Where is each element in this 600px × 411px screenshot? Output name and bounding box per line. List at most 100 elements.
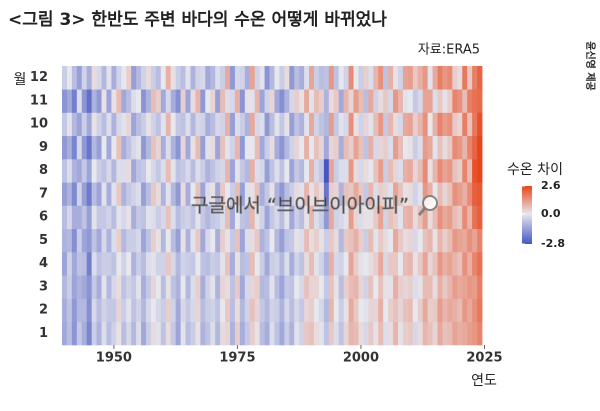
heat-cell bbox=[200, 298, 206, 323]
heat-cell bbox=[477, 275, 483, 299]
heat-cell bbox=[393, 112, 399, 137]
heat-cell bbox=[447, 66, 453, 90]
heat-cell bbox=[407, 252, 414, 276]
heat-cell bbox=[190, 205, 196, 230]
heat-cell bbox=[141, 205, 147, 230]
heat-cell bbox=[398, 112, 404, 137]
heat-cell bbox=[432, 275, 438, 299]
heat-cell bbox=[407, 298, 414, 323]
heat-cell bbox=[116, 159, 122, 183]
heat-cell bbox=[289, 298, 295, 323]
heat-cell bbox=[81, 252, 88, 276]
heat-cell bbox=[165, 112, 172, 137]
heat-cell bbox=[146, 159, 152, 183]
heat-cell bbox=[432, 228, 438, 253]
heat-cell bbox=[76, 228, 83, 253]
heat-cell bbox=[234, 205, 241, 230]
heat-cell bbox=[220, 228, 226, 253]
heat-cell bbox=[373, 321, 379, 346]
heat-cell bbox=[165, 182, 172, 206]
heat-cell bbox=[442, 252, 448, 276]
heat-cell bbox=[111, 112, 117, 137]
heat-cell bbox=[244, 66, 251, 90]
heat-cell bbox=[230, 298, 236, 323]
y-tick-label: 4 bbox=[39, 256, 48, 271]
heat-cell bbox=[333, 298, 340, 323]
heat-cell bbox=[239, 321, 246, 346]
heat-cell bbox=[279, 159, 285, 183]
heat-cell bbox=[180, 252, 186, 276]
heat-cell bbox=[417, 135, 424, 160]
heat-cell bbox=[190, 252, 196, 276]
heat-cell bbox=[200, 159, 206, 183]
heat-cell bbox=[111, 228, 117, 253]
heat-cell bbox=[111, 159, 117, 183]
heat-cell bbox=[328, 228, 335, 253]
heat-cell bbox=[447, 275, 453, 299]
x-tick-label: 1975 bbox=[219, 351, 255, 366]
heat-cell bbox=[249, 252, 256, 276]
heat-cell bbox=[62, 275, 68, 299]
heat-cell bbox=[96, 66, 102, 90]
heat-cell bbox=[294, 135, 300, 160]
heat-cell bbox=[343, 205, 349, 230]
heat-cell bbox=[121, 135, 127, 160]
heat-cell bbox=[190, 275, 196, 299]
y-tick-label: 5 bbox=[39, 233, 48, 248]
heat-cell bbox=[274, 321, 280, 346]
heat-cell bbox=[323, 182, 330, 206]
heat-cell bbox=[170, 252, 177, 276]
heat-cell bbox=[150, 159, 157, 183]
heat-cell bbox=[447, 252, 453, 276]
heat-cell bbox=[328, 205, 335, 230]
heat-cell bbox=[160, 66, 167, 90]
heat-cell bbox=[432, 252, 438, 276]
heat-cell bbox=[220, 252, 226, 276]
heat-cell bbox=[160, 135, 167, 160]
heat-cell bbox=[437, 275, 443, 299]
heat-cell bbox=[462, 205, 468, 230]
heat-cell bbox=[230, 112, 236, 137]
heat-cell bbox=[402, 321, 409, 346]
heat-cell bbox=[353, 298, 359, 323]
heat-cell bbox=[264, 321, 270, 346]
heat-cell bbox=[462, 182, 468, 206]
heat-cell bbox=[393, 298, 399, 323]
heat-cell bbox=[437, 135, 443, 160]
heat-cell bbox=[259, 89, 265, 113]
heat-cell bbox=[244, 298, 251, 323]
heat-cell bbox=[368, 159, 374, 183]
heat-cell bbox=[333, 112, 340, 137]
heat-cell bbox=[422, 252, 429, 276]
heat-cell bbox=[210, 89, 216, 113]
heat-cell bbox=[111, 135, 117, 160]
heat-cell bbox=[368, 252, 374, 276]
heat-cell bbox=[81, 159, 88, 183]
heat-cell bbox=[210, 228, 216, 253]
heat-cell bbox=[358, 182, 364, 206]
heat-cell bbox=[180, 205, 186, 230]
heat-cell bbox=[136, 182, 142, 206]
heat-cell bbox=[284, 252, 290, 276]
y-tick-label: 1 bbox=[39, 326, 48, 341]
heat-cell bbox=[225, 89, 231, 113]
y-tick-label: 3 bbox=[39, 279, 48, 294]
heat-cell bbox=[477, 182, 483, 206]
heat-cell bbox=[472, 66, 478, 90]
heat-cell bbox=[126, 66, 132, 90]
heat-cell bbox=[373, 135, 379, 160]
heat-cell bbox=[264, 135, 270, 160]
heat-cell bbox=[249, 205, 256, 230]
heat-cell bbox=[289, 205, 295, 230]
heat-cell bbox=[383, 298, 389, 323]
heat-cell bbox=[333, 205, 340, 230]
heat-cell bbox=[165, 298, 172, 323]
heat-cell bbox=[239, 159, 246, 183]
heat-cell bbox=[136, 66, 142, 90]
heat-cell bbox=[422, 275, 429, 299]
heat-cell bbox=[165, 66, 172, 90]
heat-cell bbox=[81, 112, 88, 137]
heat-cell bbox=[373, 228, 379, 253]
heat-cell bbox=[289, 321, 295, 346]
